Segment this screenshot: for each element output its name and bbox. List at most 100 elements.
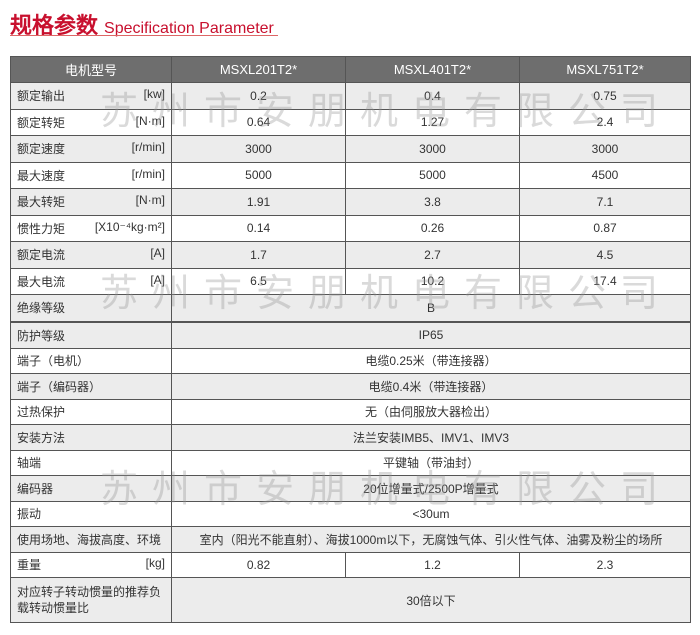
row-label: 重量: [17, 558, 42, 573]
value-cell: 0.87: [519, 214, 691, 242]
value-cell: 30倍以下: [171, 577, 691, 623]
value-cell: 电缆0.4米（带连接器）: [171, 373, 691, 400]
table-header: 电机型号 MSXL201T2* MSXL401T2* MSXL751T2*: [10, 56, 691, 83]
value-cell: 5000: [345, 161, 520, 189]
table-row: [r/min] 最大速度 5000 5000 4500: [10, 161, 691, 189]
row-unit: [N·m]: [135, 113, 165, 128]
table-row: [r/min] 额定速度 3000 3000 3000: [10, 135, 691, 163]
row-label-cell: 过热保护: [10, 398, 172, 425]
row-label: 振动: [17, 507, 42, 522]
value-cell: 3000: [345, 135, 520, 163]
row-label-cell: 编码器: [10, 475, 172, 502]
value-cell: 20位增量式/2500P增量式: [171, 475, 691, 502]
table-row: 振动 <30um: [10, 500, 691, 527]
value-cell: 0.64: [171, 108, 346, 136]
value-cell: IP65: [171, 322, 691, 349]
value-cell: 0.26: [345, 214, 520, 242]
value-cell: 4500: [519, 161, 691, 189]
row-label: 编码器: [17, 481, 54, 496]
row-label-cell: [X10⁻⁴kg·m²] 惯性力矩: [10, 214, 172, 242]
value-cell: 5000: [171, 161, 346, 189]
table-row: 编码器 20位增量式/2500P增量式: [10, 475, 691, 502]
table-row: [N·m] 额定转矩 0.64 1.27 2.4: [10, 108, 691, 136]
row-label: 最大转矩: [17, 195, 66, 210]
row-unit: [N·m]: [135, 193, 165, 208]
table-row: 端子（电机） 电缆0.25米（带连接器）: [10, 347, 691, 374]
value-cell: 1.2: [345, 551, 520, 578]
header-model-2: MSXL401T2*: [345, 56, 520, 83]
row-label: 过热保护: [17, 405, 66, 420]
row-label: 最大速度: [17, 168, 66, 183]
row-label: 防护等级: [17, 328, 66, 343]
row-label-cell: 端子（编码器）: [10, 373, 172, 400]
row-label-cell: [A] 额定电流: [10, 241, 172, 269]
value-cell: 法兰安装IMB5、IMV1、IMV3: [171, 424, 691, 451]
row-unit: [kg]: [145, 556, 165, 571]
header-model-3: MSXL751T2*: [519, 56, 691, 83]
row-unit: [kw]: [143, 87, 165, 102]
value-cell: 10.2: [345, 267, 520, 295]
row-unit: [r/min]: [131, 166, 165, 181]
row-label: 额定电流: [17, 248, 66, 263]
table-row: [A] 最大电流 6.5 10.2 17.4: [10, 267, 691, 295]
row-label-cell: [r/min] 额定速度: [10, 135, 172, 163]
row-label: 安装方法: [17, 430, 66, 445]
row-label-cell: [kg] 重量: [10, 551, 172, 578]
row-label-cell: [N·m] 最大转矩: [10, 188, 172, 216]
value-cell: 0.82: [171, 551, 346, 578]
row-label-cell: 轴端: [10, 449, 172, 476]
row-label-cell: [r/min] 最大速度: [10, 161, 172, 189]
section-title: 规格参数 Specification Parameter: [10, 8, 274, 39]
row-label-cell: 振动: [10, 500, 172, 527]
value-cell: 电缆0.25米（带连接器）: [171, 347, 691, 374]
table-row: 防护等级 IP65: [10, 322, 691, 349]
value-cell: 7.1: [519, 188, 691, 216]
row-label: 端子（电机）: [17, 354, 90, 369]
table-row: 绝缘等级 B: [10, 294, 691, 322]
value-cell: 2.3: [519, 551, 691, 578]
row-label: 轴端: [17, 456, 42, 471]
row-label: 端子（编码器）: [17, 379, 102, 394]
value-cell: <30um: [171, 500, 691, 527]
row-label: 对应转子转动惯量的推荐负载转动惯量比: [17, 585, 162, 615]
value-cell: 3.8: [345, 188, 520, 216]
table-row: 使用场地、海拔高度、环境 室内（阳光不能直射）、海拔1000m以下，无腐蚀气体、引…: [10, 526, 691, 553]
row-label-cell: [N·m] 额定转矩: [10, 108, 172, 136]
row-label-cell: 端子（电机）: [10, 347, 172, 374]
row-label-cell: 对应转子转动惯量的推荐负载转动惯量比: [10, 577, 172, 623]
value-cell: 0.14: [171, 214, 346, 242]
value-cell: 3000: [171, 135, 346, 163]
value-cell: 无（由伺服放大器检出）: [171, 398, 691, 425]
row-unit: [A]: [150, 272, 165, 287]
title-cn: 规格参数: [10, 14, 99, 39]
row-unit: [r/min]: [131, 140, 165, 155]
row-unit: [A]: [150, 246, 165, 261]
row-label-cell: 绝缘等级: [10, 294, 172, 322]
value-cell: 室内（阳光不能直射）、海拔1000m以下，无腐蚀气体、引火性气体、油雾及粉尘的场…: [171, 526, 691, 553]
value-cell: 平键轴（带油封）: [171, 449, 691, 476]
value-cell: 1.7: [171, 241, 346, 269]
title-underline: [10, 35, 278, 36]
row-label: 最大电流: [17, 274, 66, 289]
value-cell: 3000: [519, 135, 691, 163]
table-row: [A] 额定电流 1.7 2.7 4.5: [10, 241, 691, 269]
spec-table-motor: 电机型号 MSXL201T2* MSXL401T2* MSXL751T2* [k…: [10, 56, 691, 322]
value-cell: 17.4: [519, 267, 691, 295]
row-label: 绝缘等级: [17, 301, 66, 316]
row-label: 惯性力矩: [17, 221, 66, 236]
value-cell: 2.7: [345, 241, 520, 269]
row-label-cell: [kw] 额定输出: [10, 82, 172, 110]
table-row: [kw] 额定输出 0.2 0.4 0.75: [10, 82, 691, 110]
spec-table-general: 防护等级 IP65 端子（电机） 电缆0.25米（带连接器） 端子（编码器） 电缆0.4米…: [10, 322, 691, 623]
row-label-cell: [A] 最大电流: [10, 267, 172, 295]
table-row: [N·m] 最大转矩 1.91 3.8 7.1: [10, 188, 691, 216]
value-cell: 0.75: [519, 82, 691, 110]
table-row: [kg] 重量 0.82 1.2 2.3: [10, 551, 691, 578]
value-cell: 1.27: [345, 108, 520, 136]
value-cell: 0.4: [345, 82, 520, 110]
table-row: 轴端 平键轴（带油封）: [10, 449, 691, 476]
value-cell: 6.5: [171, 267, 346, 295]
row-label-cell: 使用场地、海拔高度、环境: [10, 526, 172, 553]
row-label: 额定输出: [17, 89, 66, 104]
value-cell: B: [171, 294, 691, 322]
